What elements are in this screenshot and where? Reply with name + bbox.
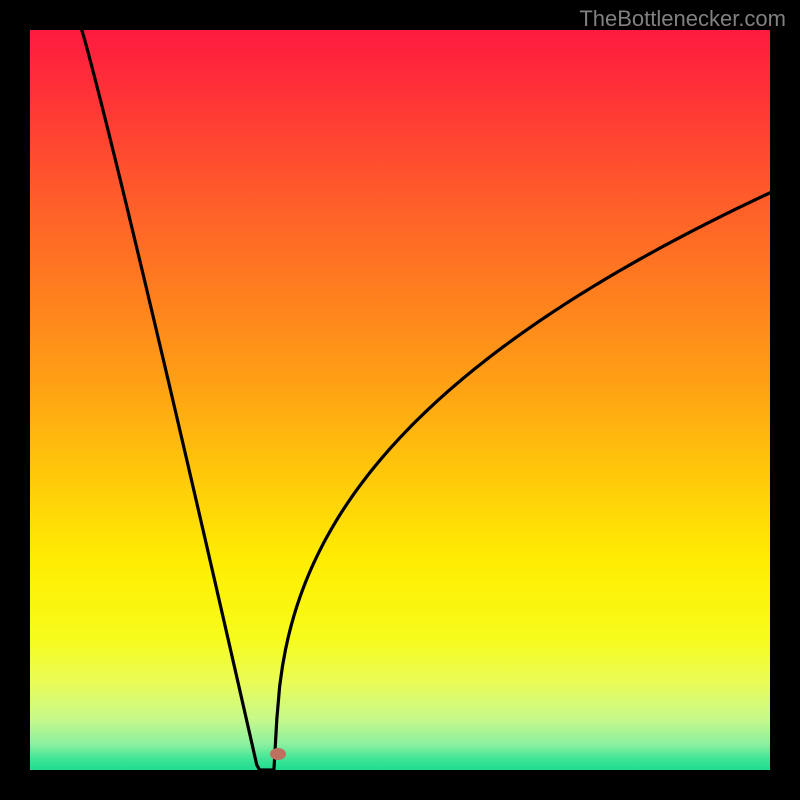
attribution-text: TheBottlenecker.com <box>579 6 786 32</box>
gradient-background <box>30 30 770 770</box>
bottleneck-curve <box>30 30 770 770</box>
optimum-marker <box>270 748 286 760</box>
plot-area <box>30 30 770 770</box>
